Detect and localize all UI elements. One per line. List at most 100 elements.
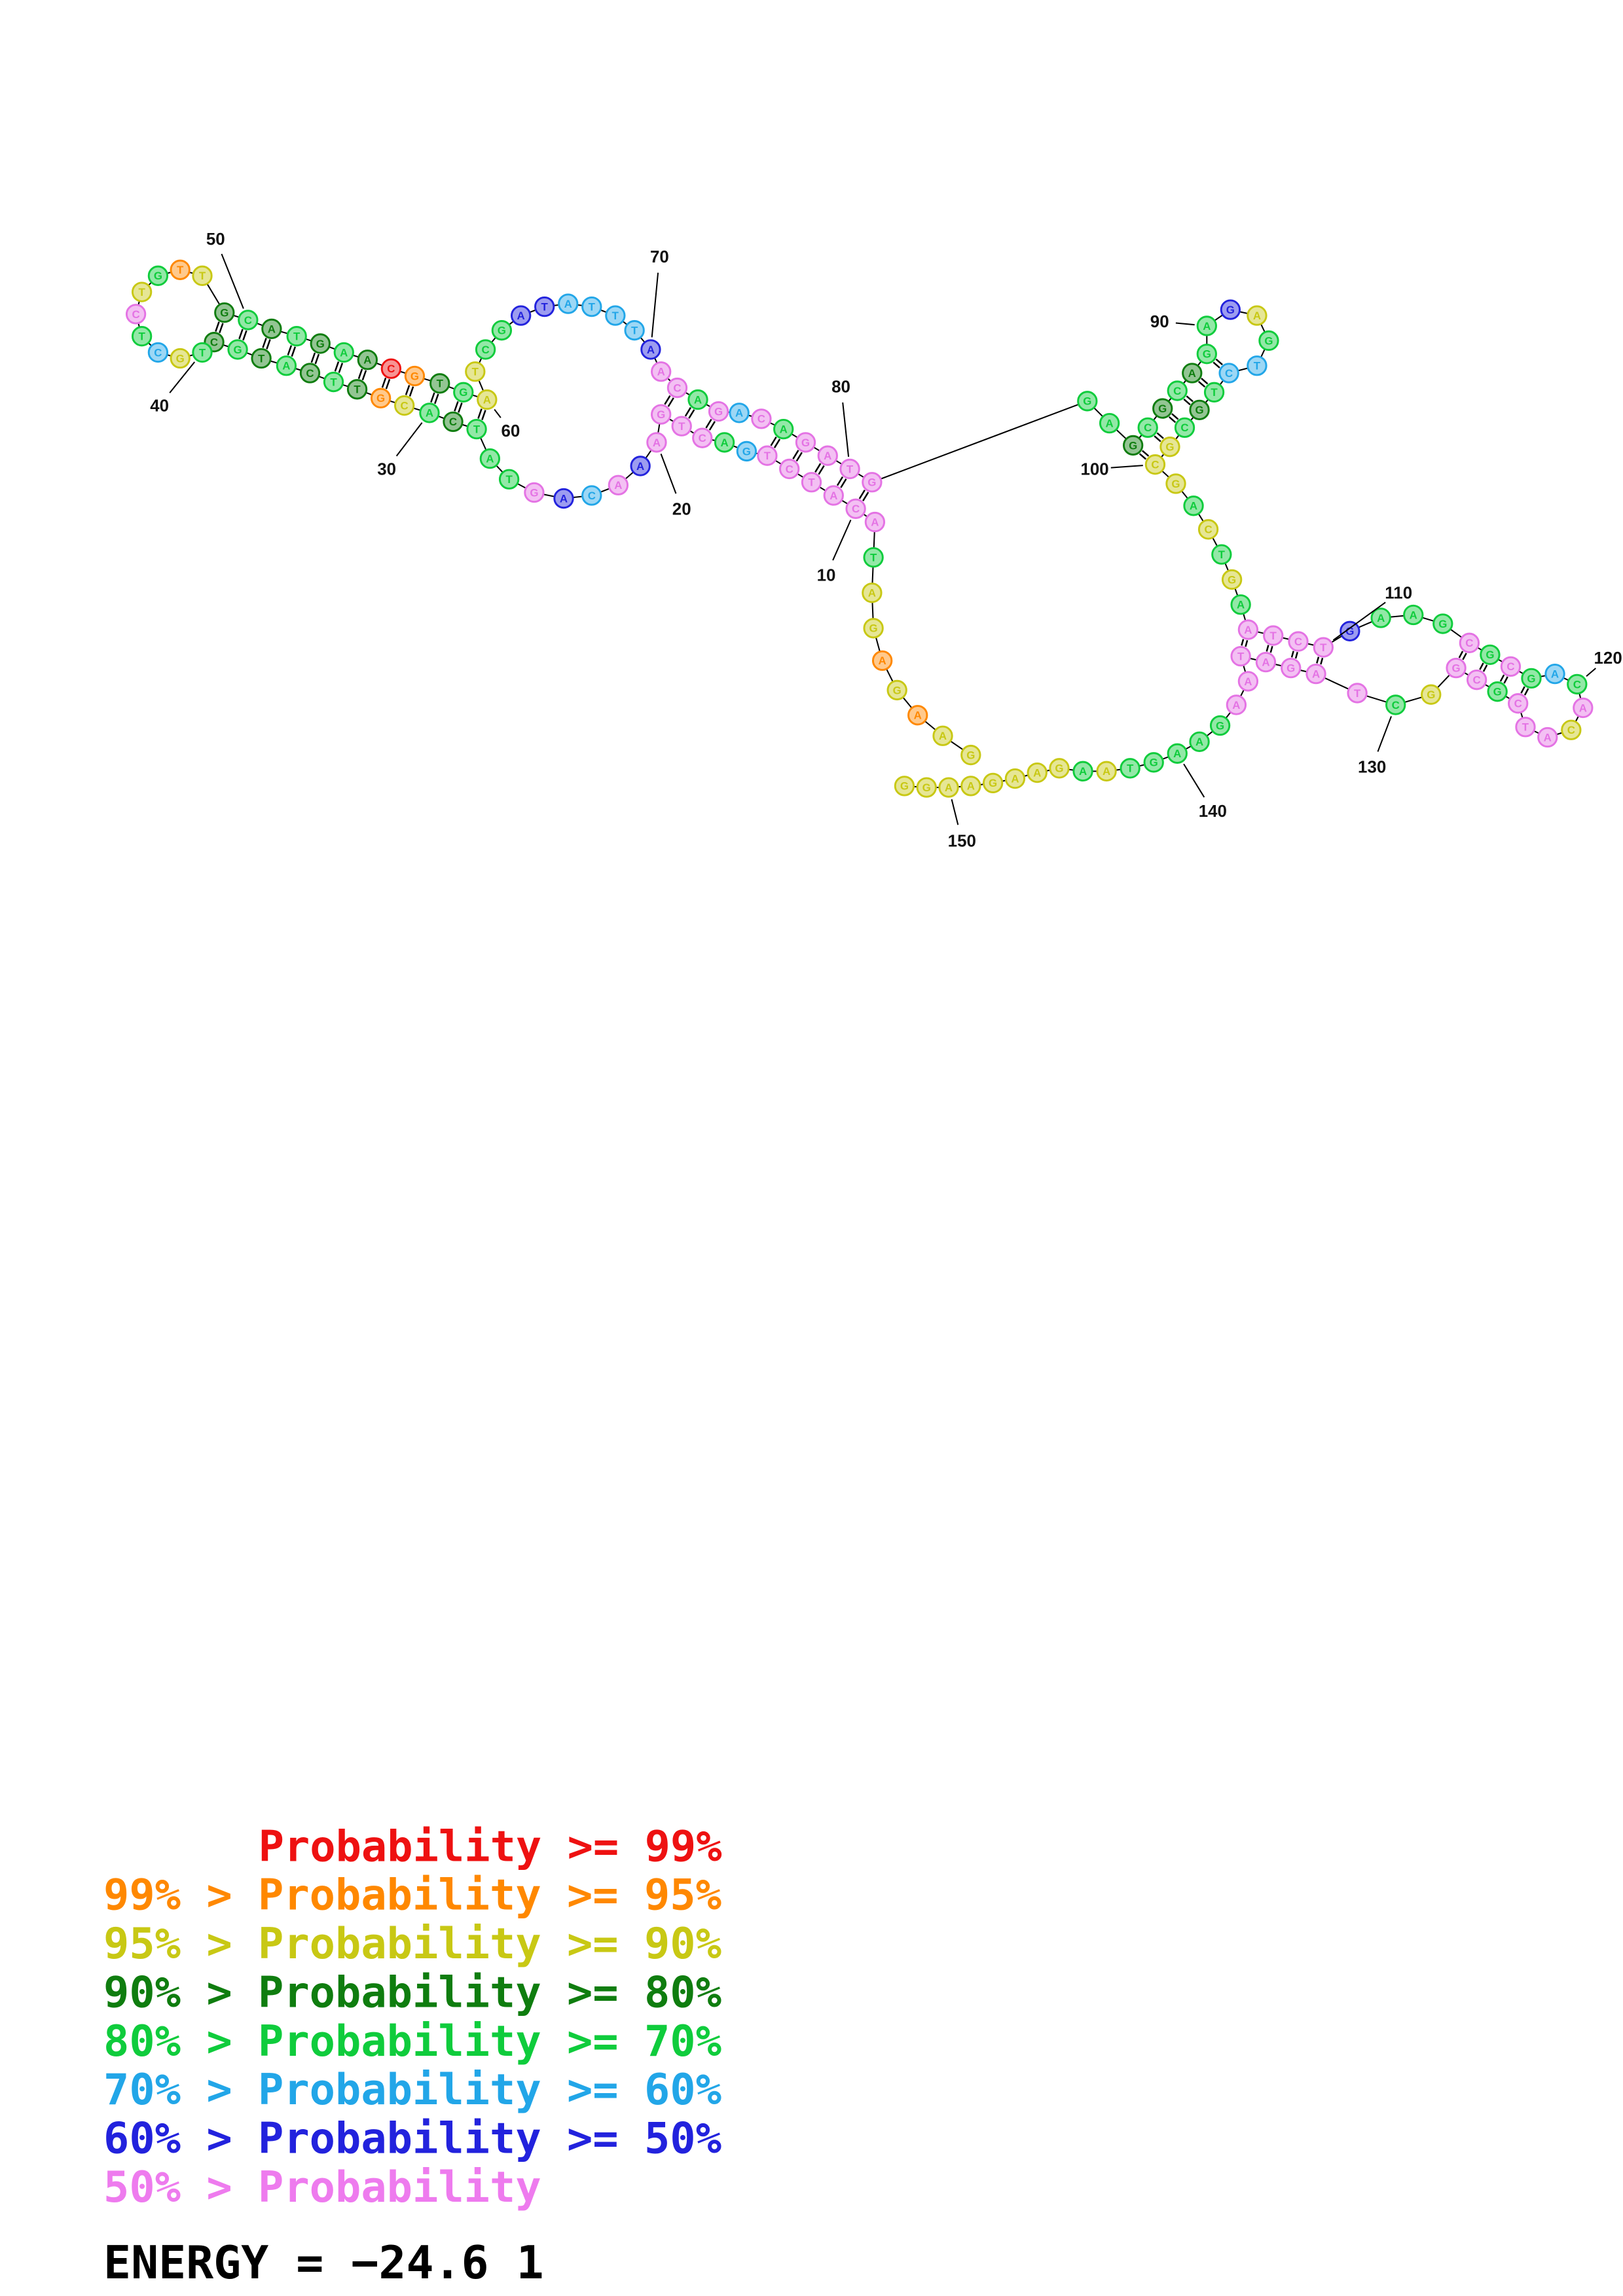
- nucleotide-letter: G: [1083, 395, 1091, 408]
- nucleotide-circle: [1537, 726, 1558, 748]
- nucleotide-circle: [1143, 752, 1164, 773]
- nucleotide-circle: [894, 776, 915, 797]
- position-label: 50: [206, 230, 225, 249]
- backbone-line: [871, 400, 1088, 483]
- nucleotide-letter: A: [1253, 310, 1261, 322]
- nucleotide-circle: [651, 361, 672, 382]
- nucleotide-circle: [1077, 391, 1098, 412]
- nucleotide-circle: [1183, 495, 1204, 516]
- base-pair-line: [840, 478, 847, 488]
- position-label: 140: [1199, 802, 1227, 821]
- base-pair-line: [238, 329, 244, 340]
- position-label-pointer: [842, 402, 850, 457]
- nucleotide-letter: T: [612, 310, 619, 322]
- nucleotide-letter: G: [922, 781, 931, 794]
- nucleotide-letter: G: [900, 780, 909, 793]
- base-pair-line: [1479, 662, 1484, 670]
- nucleotide-circle: [393, 395, 415, 416]
- nucleotide-letter: T: [437, 378, 444, 390]
- nucleotide-letter: A: [830, 490, 837, 502]
- base-pair-line: [334, 361, 340, 372]
- nucleotide-letter: T: [1320, 641, 1327, 654]
- nucleotide-circle: [864, 511, 886, 533]
- nucleotide-letter: A: [363, 354, 371, 367]
- nucleotide-circle: [404, 365, 426, 387]
- nucleotide-letter: G: [742, 445, 751, 457]
- nucleotide-circle: [477, 389, 498, 410]
- nucleotide-letter: T: [870, 552, 877, 564]
- nucleotide-letter: G: [233, 344, 242, 356]
- base-pair-line: [1201, 378, 1209, 385]
- nucleotide-circle: [1247, 305, 1267, 326]
- nucleotide-letter: G: [176, 352, 185, 365]
- nucleotide-circle: [1247, 355, 1267, 376]
- legend-line: 60% > Probability >= 50%: [103, 2113, 721, 2163]
- base-pair-line: [1316, 656, 1320, 664]
- nucleotide-circle: [1159, 437, 1180, 457]
- nucleotide-circle: [1189, 399, 1210, 421]
- base-pair-line: [1213, 361, 1220, 368]
- nucleotide-circle: [779, 458, 800, 480]
- base-pair-line: [409, 386, 414, 397]
- nucleotide-circle: [1347, 683, 1368, 704]
- nucleotide-circle: [1446, 657, 1467, 679]
- nucleotide-letter: G: [316, 338, 325, 350]
- nucleotide-letter: T: [473, 423, 481, 435]
- nucleotide-letter: C: [1151, 459, 1159, 471]
- position-label: 80: [831, 378, 850, 396]
- nucleotide-circle: [1230, 645, 1251, 667]
- nucleotide-letter: G: [1055, 762, 1063, 775]
- base-pair-line: [381, 377, 387, 388]
- position-label-pointer: [1175, 322, 1195, 326]
- base-pair-line: [1197, 380, 1206, 388]
- nucleotide-letter: A: [879, 655, 886, 667]
- base-pair-line: [1294, 652, 1298, 659]
- nucleotide-circle: [1561, 719, 1582, 740]
- nucleotide-letter: G: [498, 325, 506, 337]
- base-pair-line: [1183, 398, 1191, 406]
- position-label-pointer: [395, 422, 423, 457]
- base-pair-line: [708, 421, 716, 431]
- nucleotide-circle: [1370, 607, 1391, 628]
- nucleotide-circle: [251, 348, 272, 369]
- nucleotide-circle: [605, 305, 626, 326]
- base-pair-line: [814, 463, 822, 473]
- nucleotide-circle: [1544, 663, 1565, 685]
- base-pair-line: [242, 330, 247, 341]
- base-pair-line: [858, 490, 866, 499]
- nucleotide-circle: [1459, 632, 1480, 653]
- nucleotide-circle: [429, 373, 450, 394]
- nucleotide-circle: [795, 432, 816, 453]
- base-pair-line: [667, 397, 674, 407]
- nucleotide-letter: A: [1312, 668, 1320, 681]
- base-pair-line: [1269, 645, 1273, 653]
- nucleotide-circle: [443, 411, 464, 433]
- nucleotide-circle: [1203, 382, 1225, 403]
- nucleotide-circle: [823, 485, 844, 506]
- nucleotide-letter: T: [1127, 762, 1134, 775]
- base-pair-line: [361, 370, 367, 381]
- nucleotide-letter: G: [893, 684, 902, 696]
- base-pair-line: [1142, 450, 1150, 457]
- base-pair-line: [434, 393, 439, 404]
- nucleotide-letter: A: [967, 780, 975, 793]
- base-pair-line: [1186, 395, 1194, 403]
- nucleotide-letter: T: [354, 384, 361, 396]
- position-label-pointer: [1110, 465, 1143, 469]
- nucleotide-letter: G: [1226, 304, 1235, 316]
- nucleotide-circle: [1189, 731, 1210, 752]
- nucleotide-letter: T: [678, 420, 685, 433]
- nucleotide-letter: A: [868, 587, 876, 600]
- nucleotide-letter: A: [1410, 609, 1417, 621]
- position-label-pointer: [494, 408, 501, 418]
- nucleotide-circle: [170, 259, 191, 280]
- nucleotide-letter: A: [1244, 624, 1252, 636]
- nucleotide-circle: [491, 320, 513, 341]
- nucleotide-circle: [131, 281, 153, 302]
- nucleotide-letter: T: [1218, 548, 1226, 561]
- nucleotide-circle: [938, 777, 959, 798]
- base-pair-line: [1245, 639, 1249, 647]
- nucleotide-circle: [346, 379, 368, 400]
- nucleotide-circle: [907, 705, 928, 726]
- nucleotide-circle: [1385, 694, 1406, 715]
